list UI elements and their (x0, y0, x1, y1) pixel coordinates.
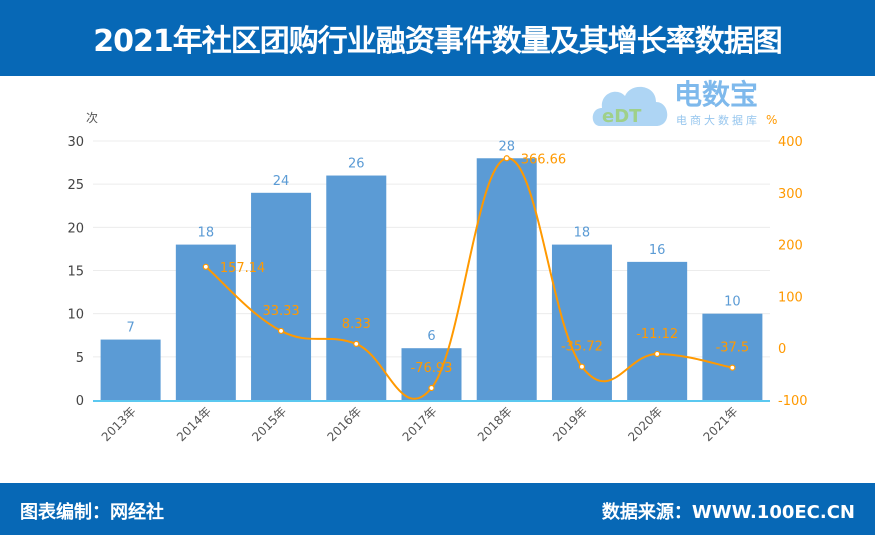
bar (401, 348, 462, 400)
x-tick-label: 2015年 (249, 404, 289, 444)
bar (251, 192, 312, 400)
x-tick-label: 2019年 (550, 404, 590, 444)
chart: 0 5 10 15 20 25 30 -100 0 100 200 300 400 2013年 2014年 2… (67, 111, 808, 444)
growth-rate-point (277, 327, 285, 335)
bar-value-label: 16 (649, 243, 666, 258)
bar-value-label: 28 (498, 139, 515, 154)
chart-title: 2021年社区团购行业融资事件数量及其增长率数据图 (0, 0, 875, 76)
logo-tagline: 电商大数据库 (676, 114, 760, 127)
bar-value-label: 26 (348, 157, 365, 172)
growth-rate-label: 366.66 (521, 152, 567, 167)
bar (175, 244, 236, 400)
growth-rate-point (353, 340, 360, 347)
x-tick-label: 2020年 (625, 404, 665, 444)
bar (551, 244, 612, 400)
x-tick-label: 2017年 (400, 404, 440, 444)
bar (476, 158, 537, 400)
footer-credit: 图表编制：网经社 (20, 502, 164, 523)
cloud-logo-icon: eDT (592, 86, 668, 127)
right-tick-label: 200 (778, 239, 803, 254)
growth-rate-point (654, 350, 661, 358)
x-tick-label: 2013年 (99, 404, 139, 444)
bar-value-label: 6 (427, 329, 435, 344)
bar (326, 175, 387, 400)
footer: 图表编制：网经社 数据来源：WWW.100EC.CN (0, 483, 875, 535)
bar-value-label: 18 (198, 226, 215, 241)
left-tick-label: 20 (67, 221, 84, 236)
logo-mark: eDT (602, 106, 642, 127)
right-tick-label: 0 (778, 342, 786, 357)
right-tick-label: 300 (778, 187, 803, 202)
growth-rate-label: 8.33 (342, 317, 371, 332)
right-tick-label: 100 (778, 290, 803, 305)
bar-value-label: 10 (724, 295, 741, 310)
bar (100, 339, 161, 400)
left-tick-label: 10 (67, 308, 84, 323)
x-tick-label: 2014年 (174, 404, 214, 444)
growth-rate-point (578, 363, 586, 370)
logo-watermark: eDT 电数宝 电商大数据库 (590, 78, 762, 134)
growth-rate-point (729, 364, 736, 371)
growth-rate-label: 33.33 (262, 304, 299, 319)
growth-rate-point (202, 263, 209, 270)
left-tick-label: 30 (67, 135, 84, 150)
growth-rate-label: -76.93 (411, 361, 453, 376)
right-tick-label: 400 (778, 135, 803, 150)
x-tick-label: 2016年 (324, 404, 364, 444)
growth-rate-label: 157.14 (220, 261, 265, 276)
right-axis-label: % (766, 113, 777, 127)
bar (702, 313, 763, 400)
left-tick-label: 15 (67, 265, 84, 280)
footer-source: 数据来源：WWW.100EC.CN (601, 502, 855, 523)
left-tick-label: 25 (67, 178, 84, 193)
left-axis-label: 次 (86, 111, 98, 125)
bar-value-label: 7 (126, 321, 134, 336)
right-tick-label: -100 (778, 394, 808, 409)
x-tick-label: 2021年 (701, 404, 741, 444)
growth-rate-label: -37.5 (716, 341, 750, 356)
growth-rate-point (428, 384, 435, 392)
growth-rate-point (503, 155, 510, 162)
left-tick-label: 5 (76, 351, 84, 366)
growth-rate-label: -35.72 (561, 340, 603, 355)
growth-rate-label: -11.12 (636, 327, 678, 342)
bar (627, 261, 688, 400)
bar-value-label: 24 (273, 174, 290, 189)
left-tick-label: 0 (76, 394, 84, 409)
growth-rate-line (205, 157, 733, 400)
bar-value-label: 18 (574, 226, 591, 241)
logo-name: 电数宝 (674, 78, 759, 111)
x-tick-label: 2018年 (475, 404, 515, 444)
